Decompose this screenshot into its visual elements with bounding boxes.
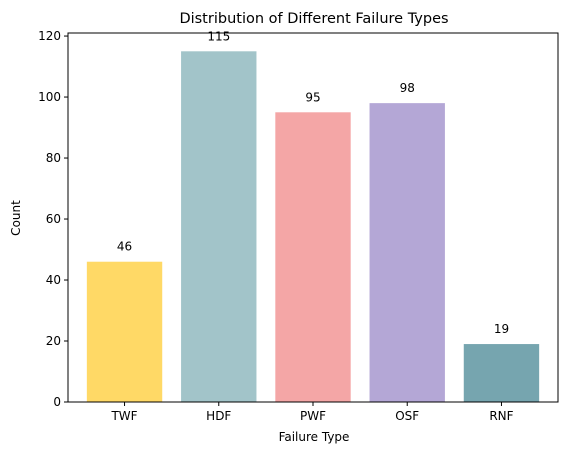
y-tick-label: 120 (38, 29, 61, 43)
y-axis-ticks: 0 20 40 60 80 100 120 (38, 29, 68, 409)
data-label-twf: 46 (117, 240, 132, 254)
bar-osf (369, 103, 445, 402)
y-tick-label: 0 (53, 395, 61, 409)
y-tick-label: 40 (46, 273, 61, 287)
y-tick-label: 60 (46, 212, 61, 226)
x-tick-label-pwf: PWF (300, 409, 326, 423)
y-axis-label: Count (9, 200, 23, 236)
y-tick-label: 100 (38, 90, 61, 104)
plot-frame (67, 32, 559, 403)
x-axis-label: Failure Type (279, 430, 350, 444)
x-tick-label-hdf: HDF (206, 409, 231, 423)
bar-hdf (181, 51, 257, 403)
bar-rnf (463, 344, 540, 402)
chart-title: Distribution of Different Failure Types (179, 11, 448, 27)
data-label-osf: 98 (400, 81, 415, 95)
data-label-pwf: 95 (305, 90, 320, 104)
y-tick-label: 80 (46, 151, 61, 165)
x-tick-label-rnf: RNF (489, 409, 513, 423)
bar-twf (86, 261, 163, 402)
x-axis-ticks: TWF HDF PWF OSF RNF (110, 402, 514, 423)
x-tick-label-twf: TWF (110, 409, 137, 423)
y-tick-label: 20 (46, 334, 61, 348)
bar-pwf (275, 112, 351, 403)
x-tick-label-osf: OSF (395, 409, 419, 423)
bars-group (86, 51, 540, 403)
data-label-rnf: 19 (494, 322, 509, 336)
data-label-hdf: 115 (207, 29, 230, 43)
